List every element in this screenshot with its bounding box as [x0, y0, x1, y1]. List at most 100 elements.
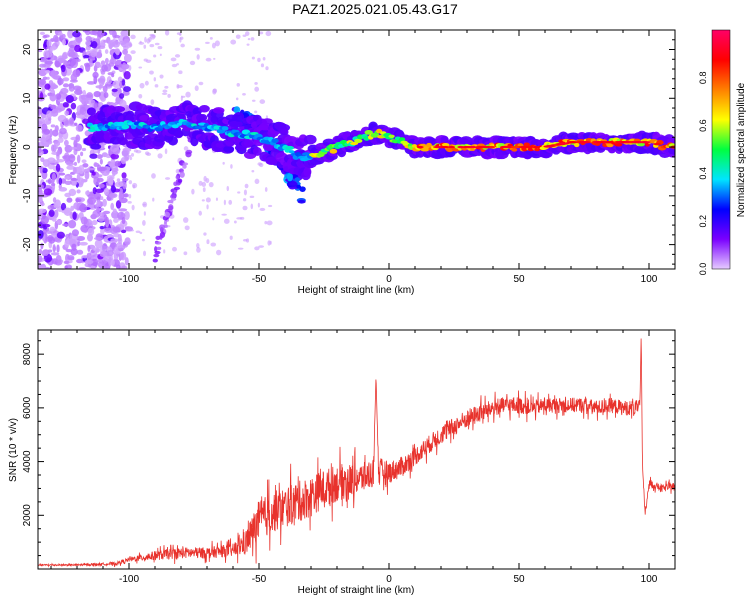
spectrogram-cell: [163, 249, 166, 254]
spectrogram-cell: [153, 77, 157, 82]
spectrogram-cell: [87, 196, 97, 205]
spectrogram-cell: [87, 167, 96, 171]
spectrogram-cell: [264, 187, 268, 192]
spectrogram-cell: [61, 52, 68, 60]
spectrogram-cell: [110, 153, 120, 160]
colorbar-label: Normalized spectral amplitude: [736, 82, 747, 217]
spectrogram-cell: [104, 216, 110, 225]
spectrogram-cell: [81, 147, 87, 152]
colorbar: [712, 30, 730, 269]
spectrogram-cell: [92, 187, 97, 195]
spectrogram-cell: [108, 192, 118, 199]
spectrogram-cell: [57, 137, 64, 143]
spectrogram-cell: [38, 106, 43, 115]
spectrogram-cell: [205, 57, 212, 62]
spectrogram-cell: [296, 184, 302, 189]
spectrogram-cell: [64, 144, 73, 153]
spectrogram-cell: [123, 193, 129, 198]
spectrogram-cell: [488, 145, 496, 149]
spectrogram-cell: [40, 215, 50, 225]
spectrogram-cell: [48, 209, 55, 217]
spectrogram-cell: [179, 37, 182, 43]
spectrogram-cell: [212, 107, 225, 114]
spectrogram-cell: [75, 124, 83, 132]
spectrogram-cell: [72, 211, 77, 220]
spectrogram-cell: [64, 239, 70, 248]
spectrogram-cell: [77, 241, 81, 246]
spectrogram-cell: [120, 157, 127, 165]
spectrogram-cell: [457, 145, 465, 149]
spectrogram-cell: [96, 177, 104, 183]
spectrogram-cell: [244, 183, 249, 189]
snr-x-tick-label: -50: [252, 574, 267, 585]
spectrogram-cell: [214, 40, 220, 47]
spectrogram-cell: [90, 50, 97, 58]
spectrogram-cell: [111, 168, 119, 172]
spectrogram-cell: [38, 183, 45, 190]
spectrogram-cell: [294, 177, 301, 183]
snr-chart: -100 -50 0 50 100 2000 4000 6000 8000 Height of …: [8, 329, 676, 596]
spectrogram-cell: [105, 83, 113, 87]
spectrogram-cell: [62, 39, 66, 46]
spectrogram-cell: [113, 232, 120, 238]
spectrogram-cell: [84, 259, 94, 265]
spectrogram-cell: [49, 46, 57, 51]
spectrogram-cell: [148, 36, 152, 43]
spectrogram-cell: [144, 80, 149, 86]
spectrogram-cell: [254, 110, 258, 114]
spectrogram-cell: [98, 207, 105, 211]
spectrogram-y-tick-label: 10: [22, 92, 33, 104]
spectrogram-cell: [246, 238, 250, 243]
spectrogram-cell: [237, 247, 244, 250]
spectrogram-cell: [557, 142, 570, 145]
spectrogram-cell: [39, 165, 43, 174]
spectrogram-cell: [638, 140, 651, 144]
spectrogram-cell: [66, 197, 73, 203]
spectrogram-cell: [159, 224, 165, 231]
spectrogram-cell: [173, 130, 184, 138]
spectrogram-cell: [51, 172, 57, 182]
spectrogram-cell: [48, 80, 54, 85]
spectrogram-cell: [288, 150, 295, 154]
spectrogram-cell: [142, 219, 146, 226]
spectrogram-cell: [123, 38, 130, 43]
spectrogram-cell: [209, 37, 213, 40]
spectrogram-cell: [121, 150, 129, 157]
snr-y-tick-label: 4000: [22, 450, 33, 473]
spectrogram-cell: [72, 166, 77, 174]
spectrogram-cell: [104, 49, 109, 55]
spectrogram-cell: [86, 233, 93, 242]
spectrogram-cell: [532, 145, 540, 149]
spectrogram-cell: [82, 163, 89, 168]
spectrogram-cell: [123, 53, 132, 63]
spectrogram-cell: [99, 158, 103, 165]
spectrogram-cell: [168, 205, 174, 211]
spectrogram-cell: [81, 159, 87, 164]
spectrogram-cell: [237, 191, 241, 194]
snr-x-tick-label: 50: [513, 574, 525, 585]
spectrogram-cell: [53, 145, 59, 149]
spectrogram-cell: [108, 40, 114, 50]
spectrogram-cell: [198, 104, 210, 113]
spectrogram-cell: [259, 207, 266, 212]
spectrogram-cell: [164, 148, 168, 155]
spectrogram-cell: [121, 79, 126, 86]
spectrogram-cell: [114, 101, 118, 106]
spectrogram-cell: [98, 77, 105, 87]
spectrogram-cell: [175, 175, 180, 180]
spectrogram-cell: [64, 66, 72, 76]
spectrogram-cell: [44, 60, 54, 65]
spectrogram-cell: [85, 45, 91, 51]
spectrogram-cell: [59, 127, 67, 135]
spectrogram-cell: [100, 196, 104, 201]
spectrogram-cell: [239, 216, 245, 220]
spectrogram-cell: [303, 166, 312, 177]
spectrogram-cell: [39, 92, 44, 100]
spectrogram-cell: [177, 178, 183, 183]
spectrogram-cell: [110, 202, 115, 211]
spectrogram-cell: [113, 34, 121, 39]
spectrogram-cell: [130, 153, 135, 157]
spectrogram-cell: [60, 202, 67, 211]
spectrogram-cell: [154, 246, 158, 253]
spectrogram-cell: [138, 66, 143, 69]
